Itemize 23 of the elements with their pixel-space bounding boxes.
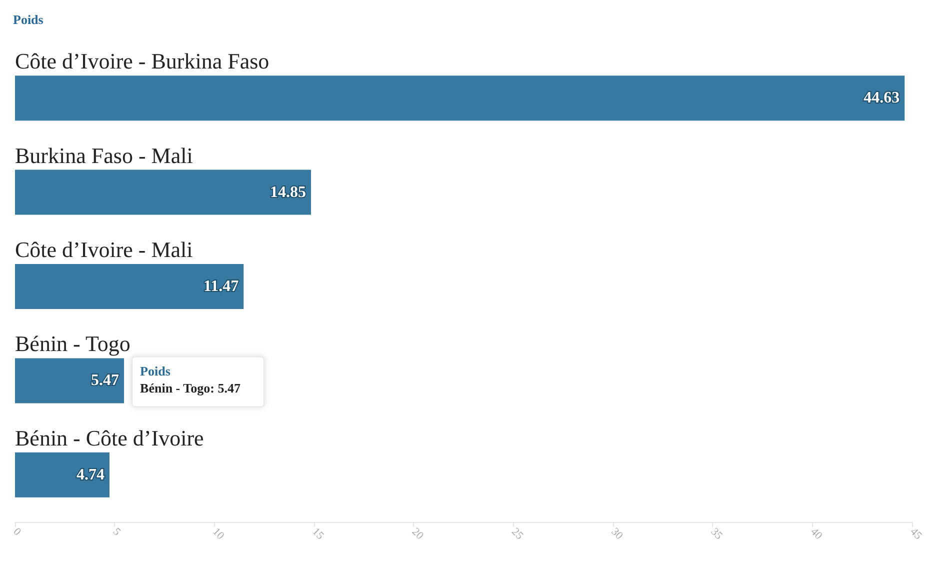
y-tick-label: Burkina Faso - Mali (15, 142, 193, 168)
x-tick-label: 25 (509, 526, 526, 542)
x-tick-label: 40 (808, 526, 825, 542)
data-label: 11.47 (204, 278, 239, 295)
y-tick-label: Bénin - Togo (15, 331, 130, 356)
x-tick-label: 5 (110, 526, 124, 538)
y-tick-label: Bénin - Côte d’Ivoire (15, 425, 204, 450)
chart-title: Poids (13, 12, 44, 27)
x-tick-label: 45 (908, 526, 924, 542)
x-tick-label: 15 (310, 526, 326, 542)
x-tick-label: 10 (210, 526, 227, 542)
y-tick-label: Côte d’Ivoire - Burkina Faso (15, 48, 270, 74)
x-tick-label: 0 (10, 526, 24, 538)
x-tick-label: 20 (409, 526, 426, 542)
data-label: 14.85 (270, 184, 306, 201)
annotation: Bénin - Togo: 5.47 (140, 380, 241, 396)
data-label: 4.74 (76, 466, 104, 484)
x-tick-label: 30 (608, 526, 626, 542)
annotation: Poids (140, 364, 170, 379)
y-tick-label: Côte d’Ivoire - Mali (15, 237, 193, 262)
data-label: 44.63 (864, 90, 900, 107)
data-label: 5.47 (91, 372, 120, 390)
x-tick-label: 35 (708, 526, 726, 542)
